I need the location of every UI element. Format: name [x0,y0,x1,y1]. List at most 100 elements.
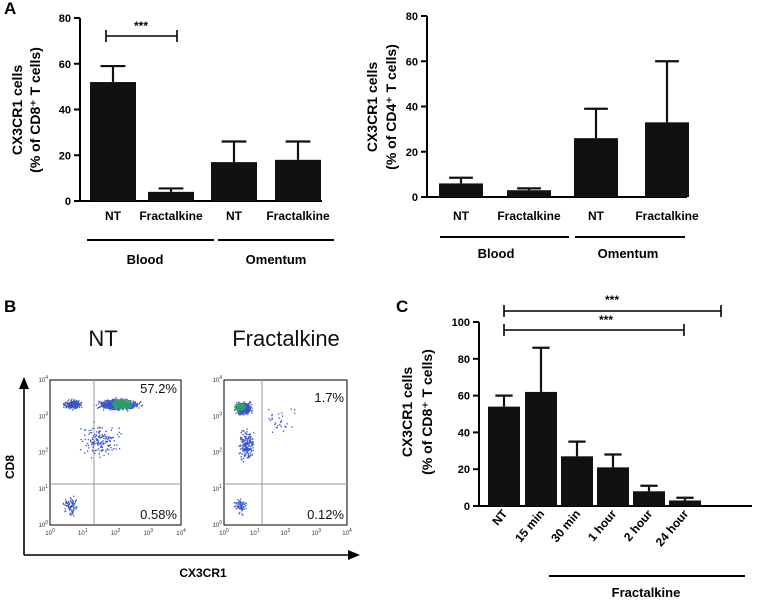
flow-event [88,429,90,432]
flow-event [242,503,244,505]
flow-event [241,447,243,449]
flow-event [68,504,70,506]
flow-event [112,407,114,409]
flow-event [63,406,65,409]
flow-event [239,412,241,414]
flow-event [63,402,65,405]
flow-event [93,440,96,443]
flow-event [108,402,110,404]
flow-event [119,409,121,411]
flow-event [286,423,288,425]
flow-event [279,421,282,423]
flow-event [104,405,106,407]
flow-event [108,400,111,403]
flow-event [248,406,250,408]
error-bar [221,140,247,163]
bar [507,190,551,197]
error-bar [604,453,622,468]
flow-event [92,446,94,448]
flow-event [132,404,134,407]
flow-event [126,398,128,401]
flow-event [245,409,247,411]
error-bar [517,187,541,191]
flow-event [71,511,73,513]
flow-event [245,450,247,452]
flow-event [250,449,252,451]
flow-event [108,405,111,407]
flow-event [78,403,80,405]
flow-event [67,406,69,408]
flow-event [108,403,111,406]
flow-event [247,412,249,414]
flow-event [102,440,104,442]
flow-event [237,412,239,414]
flow-event [103,407,105,409]
y-tick-label: 0 [464,501,470,513]
flow-event [105,430,107,432]
flow-event [72,511,74,513]
flow-event [239,448,242,450]
flow-event [92,444,95,446]
flow-event [250,406,252,408]
bar [211,162,257,201]
a-left-significance-bracket: *** [105,19,178,42]
flow-event [240,432,242,434]
flow-event [242,403,245,405]
flow-event [71,405,73,407]
flow-event [64,504,66,506]
flow-event [74,405,77,408]
flow-event [245,412,247,414]
c-y-ticks: 0 20 40 60 80 100 [452,317,479,513]
flow-event [243,448,246,450]
flow-event [132,407,134,409]
flow-event [245,435,247,438]
flow-event [248,439,250,441]
flow-event [100,441,102,444]
flow-event [106,441,108,443]
flow-x-tick-label: 103 [144,528,154,537]
flow-event [110,447,112,449]
flow-event [70,404,72,407]
flow-event [134,401,136,403]
flow-event [73,515,75,517]
flow-event [106,399,108,402]
category-label: NT [453,209,470,223]
flow-event [103,443,105,445]
flow-event [239,505,241,507]
flow-event [68,399,70,401]
flow-event [97,444,99,446]
error-bar [100,64,126,83]
flow-event [233,502,235,504]
flow-event [101,404,104,407]
flow-event [102,450,104,452]
flow-event [107,444,109,447]
flow-event [284,425,286,428]
flow-event [87,439,89,441]
flow-event [95,404,97,406]
flow-event [91,442,93,444]
flow-event [106,402,108,405]
flow-event [139,401,141,404]
flow-event [76,400,78,402]
flow-x-tick-label: 104 [176,528,186,537]
flow-event [65,407,67,409]
y-tick-label: 40 [406,102,418,114]
flow-event [96,431,98,433]
flow-event [122,409,124,411]
flow-event [109,405,111,407]
flow-event [75,402,77,404]
flow-event [245,437,247,440]
flow-event [246,448,248,450]
flow-event [108,449,110,451]
y-tick-label: 60 [406,56,418,68]
flow-event [248,403,250,405]
flow-event [107,407,110,409]
flow-event [241,453,243,455]
flow-event [63,404,65,407]
a-right-group-omentum: Omentum [598,246,659,261]
flow-event [102,405,104,407]
flow-event [113,399,115,401]
flow-event [238,500,240,502]
category-label: 24 hour [653,507,692,549]
